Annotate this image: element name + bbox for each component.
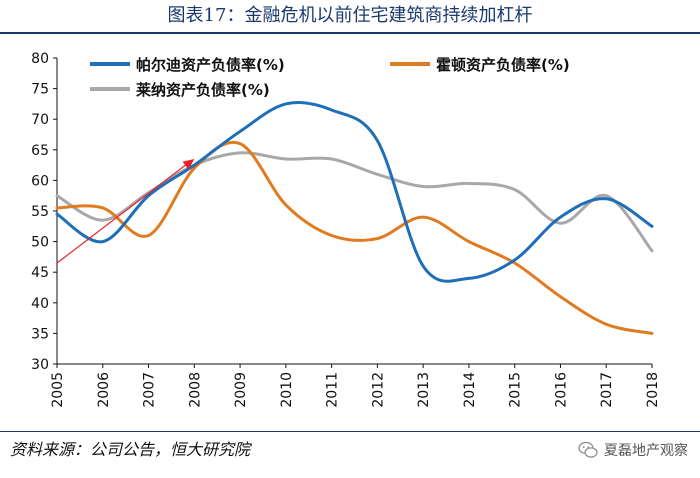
y-tick-label: 70 bbox=[31, 112, 49, 128]
x-tick-label: 2008 bbox=[187, 372, 203, 408]
y-tick-label: 30 bbox=[31, 357, 49, 373]
trend-arrow-line bbox=[56, 162, 189, 264]
title-divider bbox=[0, 32, 700, 34]
footer-divider bbox=[0, 431, 700, 432]
x-tick-label: 2013 bbox=[416, 372, 432, 408]
source-note: 资料来源：公司公告，恒大研究院 bbox=[10, 440, 251, 459]
series-line-2 bbox=[55, 140, 654, 335]
brand-badge: 夏磊地产观察 bbox=[578, 434, 688, 466]
y-tick-label: 45 bbox=[31, 265, 49, 281]
brand-label: 夏磊地产观察 bbox=[604, 443, 688, 459]
x-tick-label: 2010 bbox=[279, 372, 295, 408]
x-tick-label: 2007 bbox=[142, 372, 158, 408]
y-tick-label: 60 bbox=[31, 173, 49, 189]
y-tick-label: 35 bbox=[31, 326, 49, 342]
x-tick-label: 2006 bbox=[96, 372, 112, 408]
y-tick-label: 40 bbox=[31, 296, 49, 312]
legend-label: 帕尔迪资产负债率(%) bbox=[136, 56, 285, 74]
x-tick-label: 2016 bbox=[553, 372, 569, 408]
wechat-icon bbox=[578, 441, 598, 458]
legend-label: 莱纳资产负债率(%) bbox=[136, 81, 270, 99]
y-tick-label: 75 bbox=[31, 82, 49, 98]
legend-label: 霍顿资产负债率(%) bbox=[436, 56, 570, 74]
y-tick-label: 55 bbox=[31, 204, 49, 220]
trend-arrow-head bbox=[182, 158, 195, 170]
line-chart: 30 35 40 45 50 55 60 65 70 75 80 2005 2006 2007 2008 20… bbox=[31, 51, 661, 408]
y-tick-label: 65 bbox=[31, 143, 49, 159]
x-tick-label: 2011 bbox=[325, 372, 341, 408]
x-tick-label: 2018 bbox=[645, 372, 661, 408]
x-tick-label: 2009 bbox=[233, 372, 249, 408]
series-line-1 bbox=[55, 100, 654, 283]
x-tick-label: 2005 bbox=[50, 372, 66, 408]
chart-title: 图表17：金融危机以前住宅建筑商持续加杠杆 bbox=[167, 5, 533, 26]
y-tick-label: 80 bbox=[31, 51, 49, 67]
x-tick-label: 2015 bbox=[508, 372, 524, 408]
y-tick-label: 50 bbox=[31, 235, 49, 251]
x-tick-label: 2017 bbox=[599, 372, 615, 408]
x-tick-label: 2014 bbox=[462, 372, 478, 408]
x-tick-label: 2012 bbox=[370, 372, 386, 408]
